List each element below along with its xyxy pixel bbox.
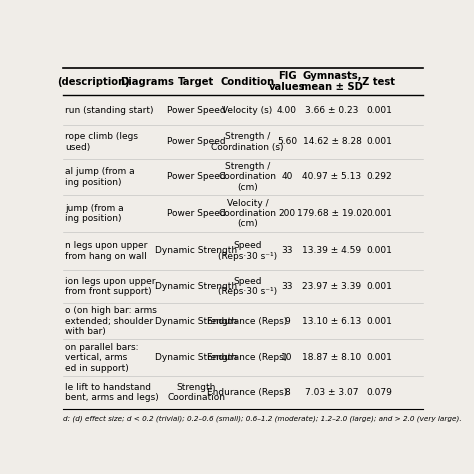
Text: 0.001: 0.001 [366,246,392,255]
Text: Condition: Condition [220,76,274,87]
Text: 23.97 ± 3.39: 23.97 ± 3.39 [302,282,362,291]
Text: 0.001: 0.001 [366,106,392,115]
Text: 7.03 ± 3.07: 7.03 ± 3.07 [305,388,359,397]
Text: jump (from a
ing position): jump (from a ing position) [65,204,123,223]
Text: 4.00: 4.00 [277,106,297,115]
Text: Diagrams: Diagrams [120,76,174,87]
Text: 200: 200 [278,209,296,218]
Text: 3.66 ± 0.23: 3.66 ± 0.23 [305,106,359,115]
Text: n legs upon upper
from hang on wall: n legs upon upper from hang on wall [65,241,147,261]
Text: 40: 40 [282,173,292,182]
Text: (description): (description) [57,76,129,87]
Text: Power Speed: Power Speed [167,106,226,115]
Text: FIG
values: FIG values [269,71,305,92]
Text: Endurance (Reps): Endurance (Reps) [208,388,288,397]
Text: Endurance (Reps): Endurance (Reps) [208,317,288,326]
Text: Dynamic Strength: Dynamic Strength [155,246,237,255]
Text: Power Speed: Power Speed [167,137,226,146]
Text: 0.001: 0.001 [366,353,392,362]
Text: on parallel bars:
vertical, arms
ed in support): on parallel bars: vertical, arms ed in s… [65,343,138,373]
Text: 18.87 ± 8.10: 18.87 ± 8.10 [302,353,362,362]
Text: Velocity (s): Velocity (s) [222,106,273,115]
Text: Dynamic Strength: Dynamic Strength [155,282,237,291]
Text: 13.39 ± 4.59: 13.39 ± 4.59 [302,246,362,255]
Text: 0.001: 0.001 [366,137,392,146]
Text: Speed
(Reps·30 s⁻¹): Speed (Reps·30 s⁻¹) [218,241,277,261]
Text: run (standing start): run (standing start) [65,106,153,115]
Text: d: (d) effect size; d < 0.2 (trivial); 0.2–0.6 (small); 0.6–1.2 (moderate); 1.2–: d: (d) effect size; d < 0.2 (trivial); 0… [63,415,462,421]
Text: 33: 33 [281,246,293,255]
Text: 0.292: 0.292 [366,173,392,182]
Text: 9: 9 [284,317,290,326]
Text: 33: 33 [281,282,293,291]
Text: 0.001: 0.001 [366,209,392,218]
Text: Gymnasts,
mean ± SD: Gymnasts, mean ± SD [301,71,363,92]
Text: Speed
(Reps·30 s⁻¹): Speed (Reps·30 s⁻¹) [218,277,277,296]
Text: ion legs upon upper
from front support): ion legs upon upper from front support) [65,277,155,296]
Text: rope climb (legs
used): rope climb (legs used) [65,132,138,152]
Text: Strength
Coordination: Strength Coordination [167,383,225,402]
Text: 8: 8 [284,388,290,397]
Text: 0.001: 0.001 [366,282,392,291]
Text: Endurance (Reps): Endurance (Reps) [208,353,288,362]
Text: Dynamic Strength: Dynamic Strength [155,317,237,326]
Text: Power Speed: Power Speed [167,173,226,182]
Text: Velocity /
Coordination
(cm): Velocity / Coordination (cm) [219,199,276,228]
Text: le lift to handstand
bent, arms and legs): le lift to handstand bent, arms and legs… [65,383,158,402]
Text: o (on high bar: arms
extended; shoulder
with bar): o (on high bar: arms extended; shoulder … [65,306,156,336]
Text: al jump (from a
ing position): al jump (from a ing position) [65,167,135,187]
Text: 0.079: 0.079 [366,388,392,397]
Text: 5.60: 5.60 [277,137,297,146]
Text: 40.97 ± 5.13: 40.97 ± 5.13 [302,173,362,182]
Text: 0.001: 0.001 [366,317,392,326]
Text: Power Speed: Power Speed [167,209,226,218]
Text: 14.62 ± 8.28: 14.62 ± 8.28 [302,137,362,146]
Text: Target: Target [178,76,214,87]
Text: 10: 10 [281,353,293,362]
Text: Strength /
Coordination
(cm): Strength / Coordination (cm) [219,162,276,192]
Text: Dynamic Strength: Dynamic Strength [155,353,237,362]
Text: Strength /
Coordination (s): Strength / Coordination (s) [211,132,284,152]
Text: Z test: Z test [362,76,395,87]
Text: 13.10 ± 6.13: 13.10 ± 6.13 [302,317,362,326]
Text: 179.68 ± 19.02: 179.68 ± 19.02 [297,209,367,218]
